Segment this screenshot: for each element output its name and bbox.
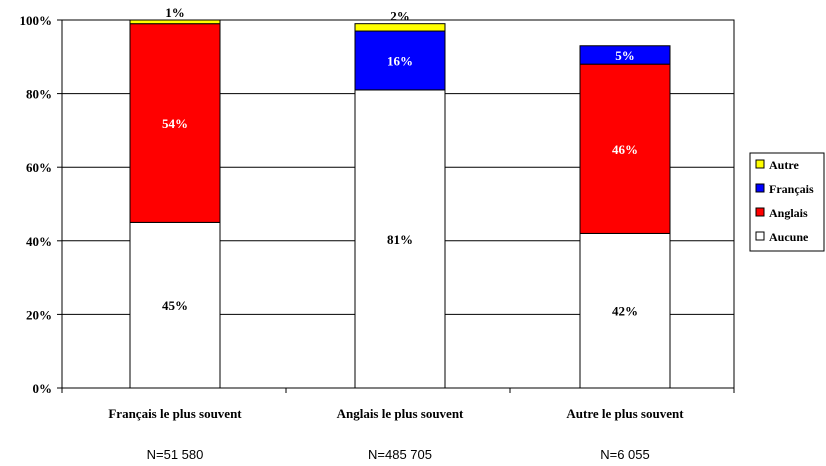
legend: Autre Français Anglais Aucune <box>749 152 825 252</box>
bar-segment-franais <box>579 45 671 65</box>
data-label: 81% <box>387 232 413 247</box>
bar-segment-anglais <box>129 23 221 223</box>
category-labels: Français le plus souvent N=51 580 Anglais … <box>108 406 684 462</box>
bar-segment-autre <box>354 23 446 32</box>
legend-swatch <box>755 207 765 217</box>
y-tick-label: 100% <box>20 13 53 28</box>
axes <box>57 19 735 393</box>
sample-size-label: N=51 580 <box>147 447 204 462</box>
legend-swatch <box>755 159 765 169</box>
legend-label: Autre <box>769 158 799 172</box>
y-tick-label: 40% <box>26 234 52 249</box>
legend-swatch <box>755 231 765 241</box>
category-label: Autre le plus souvent <box>566 406 684 421</box>
data-label: 5% <box>615 48 635 63</box>
y-tick-label: 20% <box>26 307 52 322</box>
data-label: 54% <box>162 116 188 131</box>
data-label: 1% <box>165 5 185 20</box>
data-label: 16% <box>387 53 413 68</box>
plot-area-border <box>61 19 735 389</box>
bar-segment-aucune <box>129 221 221 389</box>
y-tick-label: 0% <box>33 381 53 396</box>
bars: 45% 54% 1% 81% 16% 2% 42% 46% 5% <box>129 5 671 389</box>
legend-swatch <box>755 183 765 193</box>
category-label: Anglais le plus souvent <box>337 406 464 421</box>
data-label: 45% <box>162 298 188 313</box>
legend-label: Aucune <box>769 230 809 244</box>
y-tick-labels: 0% 20% 40% 60% 80% 100% <box>20 13 53 396</box>
sample-size-label: N=485 705 <box>368 447 432 462</box>
bar-segment-autre <box>129 19 221 25</box>
data-label: 42% <box>612 304 638 319</box>
y-tick-label: 60% <box>26 160 52 175</box>
y-tick-label: 80% <box>26 87 52 102</box>
data-label: 46% <box>612 142 638 157</box>
data-label: 2% <box>390 9 410 24</box>
category-label: Français le plus souvent <box>108 406 242 421</box>
sample-size-label: N=6 055 <box>600 447 650 462</box>
legend-label: Français <box>769 182 814 196</box>
legend-label: Anglais <box>769 206 808 220</box>
